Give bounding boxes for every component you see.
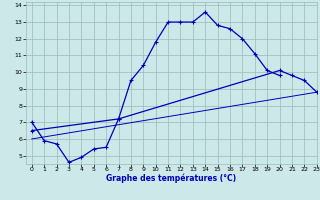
X-axis label: Graphe des températures (°C): Graphe des températures (°C)	[106, 174, 236, 183]
